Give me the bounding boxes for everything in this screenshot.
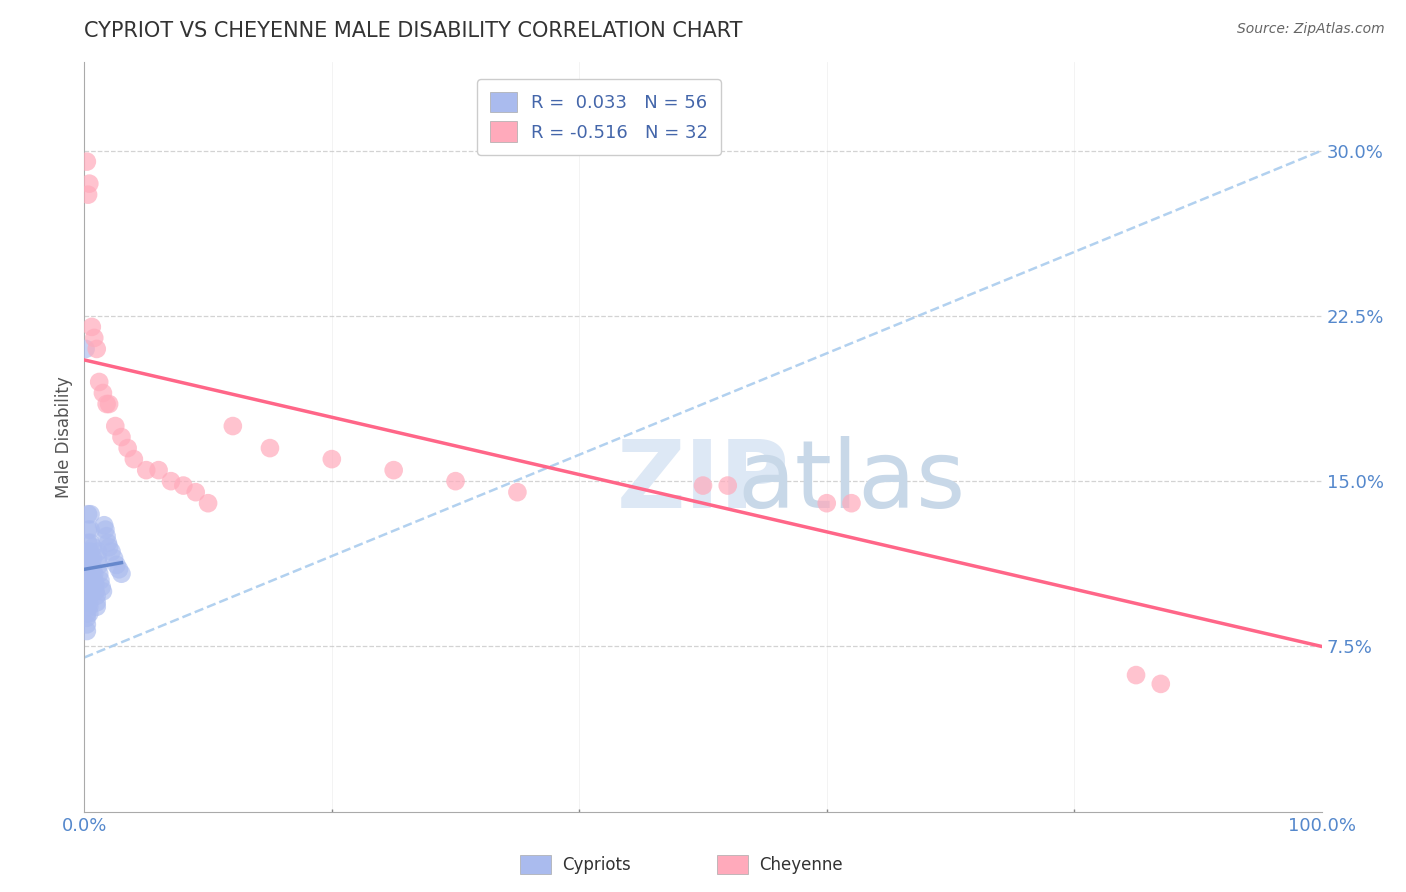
Point <box>91 584 114 599</box>
Point <box>110 566 132 581</box>
Point <box>80 580 103 594</box>
Point <box>841 496 863 510</box>
Point <box>148 463 170 477</box>
Point <box>86 589 108 603</box>
Point <box>77 536 100 550</box>
Point <box>87 551 110 566</box>
Point <box>105 558 128 572</box>
Text: atlas: atlas <box>737 436 966 528</box>
Point <box>692 478 714 492</box>
Point <box>89 574 111 588</box>
Point <box>87 544 110 558</box>
Point <box>79 595 101 609</box>
Text: Cypriots: Cypriots <box>562 856 631 874</box>
Point <box>86 595 108 609</box>
Point <box>79 589 101 603</box>
Point <box>110 430 132 444</box>
Point <box>79 544 101 558</box>
Point <box>77 187 100 202</box>
Point <box>97 536 120 550</box>
Point <box>83 566 105 581</box>
Point <box>382 463 405 477</box>
Point <box>77 580 100 594</box>
Point <box>79 599 101 614</box>
Point <box>77 551 100 566</box>
Point <box>79 551 101 566</box>
Point <box>98 397 121 411</box>
Text: ZIP: ZIP <box>617 436 789 528</box>
Point <box>79 177 101 191</box>
Y-axis label: Male Disability: Male Disability <box>55 376 73 498</box>
Point <box>89 558 111 572</box>
Point <box>321 452 343 467</box>
Legend: R =  0.033   N = 56, R = -0.516   N = 32: R = 0.033 N = 56, R = -0.516 N = 32 <box>477 79 721 155</box>
Point <box>77 507 100 521</box>
Point <box>77 544 100 558</box>
Point <box>86 599 108 614</box>
Point <box>82 562 104 576</box>
Point <box>184 485 207 500</box>
Point <box>117 441 139 455</box>
Point <box>1150 677 1173 691</box>
Point <box>91 386 114 401</box>
Point <box>77 566 100 581</box>
Point <box>815 496 838 510</box>
Point <box>76 595 98 609</box>
Point <box>717 478 740 492</box>
Point <box>82 551 104 566</box>
Point <box>94 523 117 537</box>
Point <box>197 496 219 510</box>
Point <box>84 578 107 592</box>
Point <box>96 397 118 411</box>
Point <box>76 611 98 625</box>
Point <box>84 584 107 599</box>
Point <box>259 441 281 455</box>
Point <box>79 507 101 521</box>
Point <box>172 478 194 492</box>
Point <box>75 342 97 356</box>
Text: Cheyenne: Cheyenne <box>759 856 842 874</box>
Point <box>77 558 100 572</box>
Point <box>79 607 101 621</box>
Point <box>76 607 98 621</box>
Text: CYPRIOT VS CHEYENNE MALE DISABILITY CORRELATION CHART: CYPRIOT VS CHEYENNE MALE DISABILITY CORR… <box>84 21 742 41</box>
Point <box>82 541 104 555</box>
Point <box>100 544 122 558</box>
Point <box>79 558 101 572</box>
Point <box>76 154 98 169</box>
Point <box>76 624 98 638</box>
Point <box>79 584 101 599</box>
Point <box>122 452 145 467</box>
Point <box>83 574 105 588</box>
Point <box>89 375 111 389</box>
Point <box>104 419 127 434</box>
Point <box>1125 668 1147 682</box>
Point <box>80 566 103 581</box>
Point <box>90 580 112 594</box>
Point <box>96 529 118 543</box>
Point <box>506 485 529 500</box>
Point <box>108 562 131 576</box>
Point <box>93 518 115 533</box>
Point <box>135 463 157 477</box>
Point <box>98 541 121 555</box>
Point <box>77 574 100 588</box>
Point <box>79 523 101 537</box>
Point <box>89 566 111 581</box>
Point <box>160 474 183 488</box>
Point <box>444 474 467 488</box>
Point <box>76 617 98 632</box>
Point <box>222 419 245 434</box>
Point <box>77 523 100 537</box>
Point <box>103 551 125 566</box>
Point <box>80 574 103 588</box>
Point <box>79 536 101 550</box>
Point <box>80 319 103 334</box>
Text: Source: ZipAtlas.com: Source: ZipAtlas.com <box>1237 22 1385 37</box>
Point <box>86 342 108 356</box>
Point <box>83 331 105 345</box>
